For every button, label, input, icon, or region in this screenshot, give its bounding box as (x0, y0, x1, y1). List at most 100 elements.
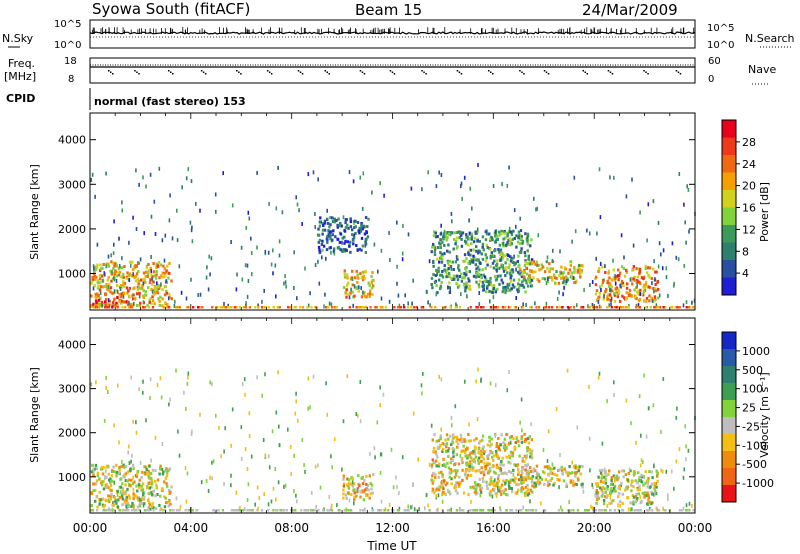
range-time-cell (457, 264, 460, 268)
range-time-cell (573, 266, 576, 269)
range-time-cell (600, 494, 603, 498)
range-time-cell (148, 464, 151, 468)
range-time-cell (479, 488, 482, 492)
range-time-cell (536, 263, 539, 267)
range-time-cell (486, 454, 489, 458)
range-time-cell (361, 227, 364, 231)
freq-excursion (679, 73, 682, 75)
range-time-cell (645, 494, 648, 498)
range-time-cell (612, 277, 615, 281)
range-time-cell (318, 251, 321, 255)
range-time-cell (151, 295, 154, 299)
range-time-cell (540, 263, 543, 267)
range-time-cell (660, 468, 663, 473)
range-time-cell (544, 306, 548, 309)
range-time-cell (601, 468, 604, 472)
range-time-cell (96, 279, 100, 283)
range-time-cell (673, 486, 675, 491)
range-time-cell (606, 399, 608, 404)
range-time-cell (294, 509, 297, 512)
range-time-cell (558, 485, 560, 490)
range-time-cell (349, 225, 353, 229)
range-time-cell (460, 509, 464, 512)
range-time-cell (624, 473, 628, 477)
range-time-cell (187, 306, 190, 309)
range-time-cell (190, 432, 193, 436)
range-time-cell (501, 182, 503, 187)
range-time-cell (449, 306, 452, 309)
range-time-cell (550, 467, 554, 471)
range-time-cell (607, 472, 610, 476)
range-time-cell (500, 483, 504, 487)
range-time-cell (348, 306, 351, 309)
range-time-cell (147, 501, 151, 505)
range-time-cell (130, 459, 132, 464)
range-time-cell (502, 244, 505, 248)
range-time-cell (430, 306, 433, 309)
range-time-cell (471, 459, 474, 463)
range-time-cell (325, 256, 327, 261)
range-time-cell (501, 281, 505, 285)
range-time-cell (678, 509, 681, 512)
range-time-cell (224, 306, 227, 309)
range-time-cell (489, 256, 492, 260)
range-time-cell (107, 472, 110, 476)
range-time-cell (490, 509, 493, 512)
range-time-cell (142, 491, 145, 495)
range-time-cell (683, 467, 686, 472)
freq-excursion (460, 73, 463, 75)
range-time-cell (110, 253, 112, 258)
range-time-cell (654, 270, 657, 274)
range-time-cell (448, 471, 451, 475)
range-time-cell (620, 279, 624, 283)
range-time-cell (321, 232, 324, 236)
range-time-cell (244, 306, 247, 309)
range-time-cell (637, 471, 640, 475)
range-time-cell (553, 481, 556, 485)
range-time-cell (529, 499, 531, 504)
range-time-cell (240, 245, 243, 250)
range-time-cell (106, 278, 109, 282)
range-time-cell (523, 275, 526, 279)
range-time-cell (610, 499, 613, 504)
range-time-cell (526, 471, 529, 475)
range-time-cell (642, 460, 644, 464)
range-time-cell (527, 488, 530, 492)
range-time-cell (364, 243, 367, 248)
range-time-cell (483, 275, 487, 279)
range-time-cell (161, 442, 164, 446)
range-time-cell (443, 229, 446, 234)
range-time-cell (650, 296, 653, 300)
range-time-cell (461, 468, 464, 472)
range-time-cell (346, 276, 349, 280)
range-time-cell (96, 471, 99, 475)
range-time-cell (466, 294, 468, 299)
range-time-cell (566, 368, 569, 373)
range-time-cell (159, 295, 162, 299)
range-time-cell (120, 301, 123, 305)
freq-excursion (297, 70, 300, 72)
range-time-cell (483, 470, 486, 474)
range-time-cell (627, 306, 630, 309)
range-time-cell (463, 253, 467, 257)
range-time-cell (489, 381, 492, 386)
range-time-cell (132, 492, 135, 496)
range-time-cell (494, 434, 497, 438)
range-time-cell (211, 476, 213, 481)
freq-excursion (490, 71, 492, 73)
range-time-cell (467, 277, 470, 281)
range-time-cell (474, 488, 478, 491)
noise-left-tick-bottom: 10^0 (54, 40, 81, 51)
range-time-cell (509, 279, 513, 283)
range-time-cell (333, 437, 336, 442)
range-time-cell (501, 471, 505, 475)
range-time-cell (521, 239, 525, 243)
range-time-cell (465, 285, 468, 289)
range-time-cell (422, 371, 424, 376)
range-time-cell (160, 467, 164, 471)
range-time-cell (577, 264, 581, 267)
range-time-cell (136, 292, 139, 296)
range-time-cell (121, 509, 124, 512)
range-time-cell (363, 478, 366, 482)
range-time-cell (126, 303, 130, 307)
